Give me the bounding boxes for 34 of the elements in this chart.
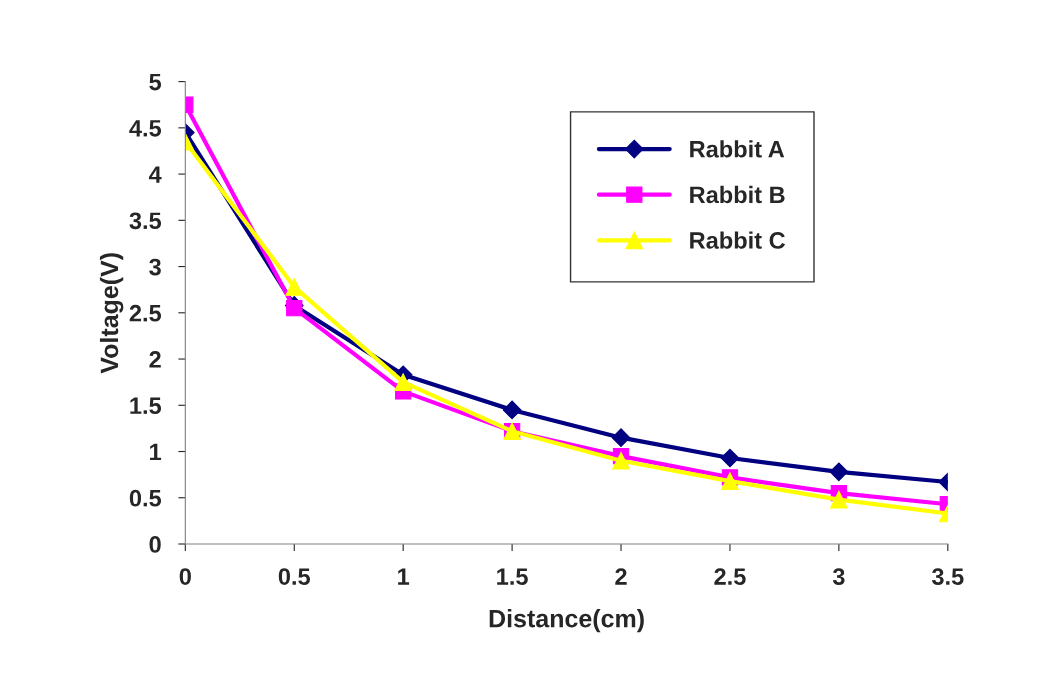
y-axis-title: Voltage(V) [99,253,124,374]
x-tick-label: 1.5 [497,568,528,585]
y-tick-label: 3.5 [129,212,162,230]
y-tick-label: 2.5 [129,304,162,322]
x-tick-label: 1 [398,568,410,585]
y-tick-label: 4 [148,166,162,183]
y-tick-label: 3 [149,258,161,276]
y-tick-label: 4.5 [129,120,162,137]
x-tick-label: 0.5 [278,568,311,585]
x-tick-label: 3 [832,568,845,585]
legend-label: Rabbit B [690,185,785,204]
legend-label: Rabbit C [690,231,786,249]
point [720,448,740,468]
x-tick-label: 0 [179,568,191,585]
x-tick-label: 2 [615,568,627,585]
legend-label: Rabbit A [690,140,785,158]
y-tick-label: 1 [150,443,162,461]
y-tick-label: 0.5 [129,489,162,507]
x-axis-title: Distance(cm) [489,609,644,633]
y-tick-label: 5 [149,73,162,91]
point [829,462,849,482]
point [286,300,303,317]
point [394,373,413,392]
point [612,451,630,470]
y-tick-label: 2 [149,351,161,368]
x-tick-label: 2.5 [714,568,746,585]
point [721,472,739,490]
x-tick-label: 3.5 [931,568,964,585]
point [611,428,631,448]
y-tick-label: 1.5 [130,397,162,415]
point [285,278,304,296]
y-tick-label: 0 [149,536,161,553]
point [830,490,848,509]
point [502,400,522,420]
